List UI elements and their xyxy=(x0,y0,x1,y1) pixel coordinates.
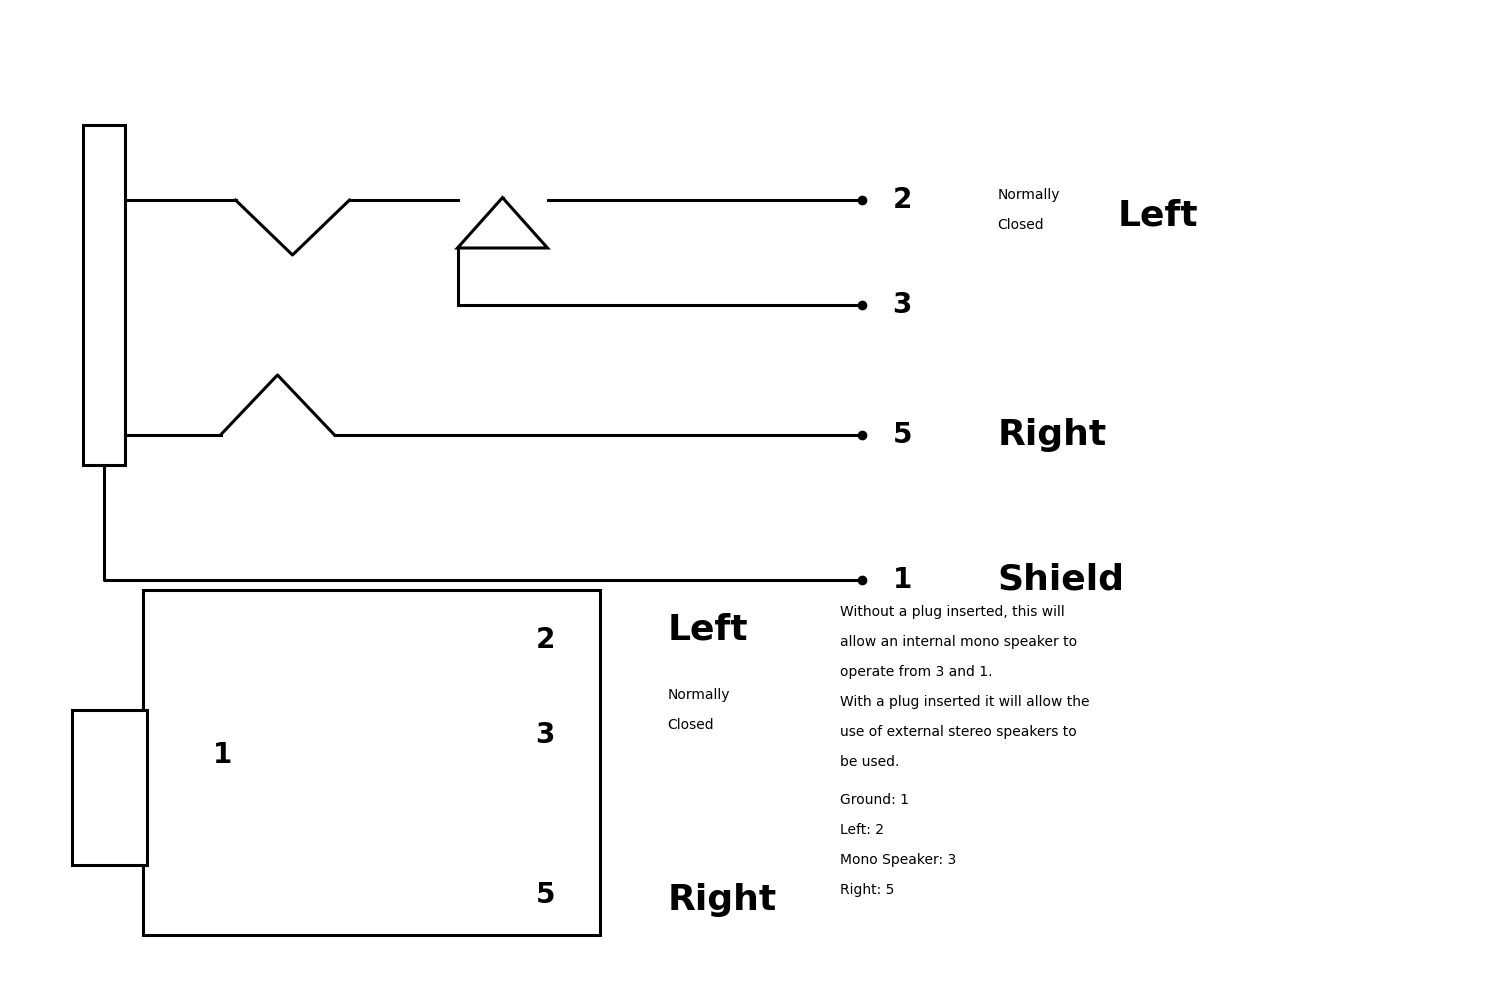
Text: 2: 2 xyxy=(892,186,912,214)
Text: Left: 2: Left: 2 xyxy=(840,823,884,837)
Text: 1: 1 xyxy=(213,741,231,769)
Text: Closed: Closed xyxy=(668,718,714,732)
Bar xyxy=(142,590,600,935)
Text: Left: Left xyxy=(1118,198,1198,232)
Text: 3: 3 xyxy=(892,291,912,319)
Bar xyxy=(82,125,124,465)
Text: Without a plug inserted, this will: Without a plug inserted, this will xyxy=(840,605,1065,619)
Text: Shield: Shield xyxy=(998,563,1125,597)
Text: Closed: Closed xyxy=(998,218,1044,232)
Text: Right: Right xyxy=(998,418,1107,452)
Text: Mono Speaker: 3: Mono Speaker: 3 xyxy=(840,853,957,867)
Text: Ground: 1: Ground: 1 xyxy=(840,793,909,807)
Text: Right: Right xyxy=(668,883,777,917)
Text: Normally: Normally xyxy=(998,188,1060,202)
Text: Normally: Normally xyxy=(668,688,730,702)
Text: be used.: be used. xyxy=(840,755,900,769)
Text: 5: 5 xyxy=(892,421,912,449)
Polygon shape xyxy=(458,198,548,248)
Text: With a plug inserted it will allow the: With a plug inserted it will allow the xyxy=(840,695,1089,709)
Bar xyxy=(72,710,147,865)
Text: use of external stereo speakers to: use of external stereo speakers to xyxy=(840,725,1077,739)
Text: allow an internal mono speaker to: allow an internal mono speaker to xyxy=(840,635,1077,649)
Text: 1: 1 xyxy=(892,566,912,594)
Text: operate from 3 and 1.: operate from 3 and 1. xyxy=(840,665,993,679)
Text: 3: 3 xyxy=(536,721,555,749)
Text: 5: 5 xyxy=(536,881,555,909)
Text: Right: 5: Right: 5 xyxy=(840,883,894,897)
Text: Left: Left xyxy=(668,613,748,647)
Text: 2: 2 xyxy=(536,626,555,654)
